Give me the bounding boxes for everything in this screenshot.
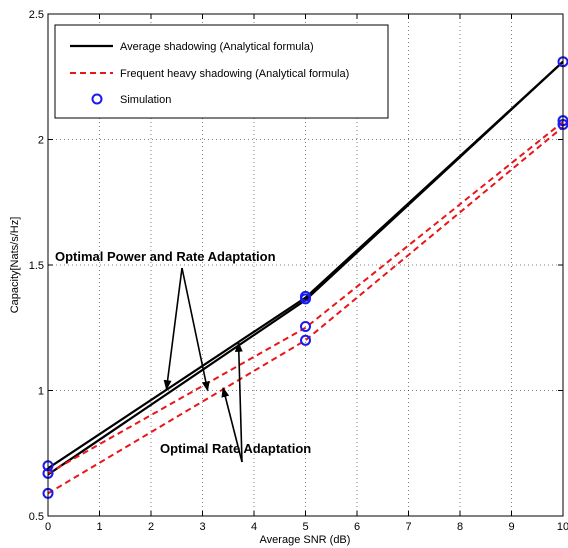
y-axis-label: Capacity[Nats/s/Hz] xyxy=(9,217,21,314)
series-line-heavy-3 xyxy=(47,126,564,495)
x-axis-label: Average SNR (dB) xyxy=(260,534,351,546)
legend-label-heavy: Frequent heavy shadowing (Analytical for… xyxy=(120,68,349,80)
y-tick-label: 1.5 xyxy=(29,260,44,272)
simulation-point xyxy=(300,334,311,346)
simulation-point xyxy=(300,320,311,332)
x-tick-label: 3 xyxy=(199,521,205,533)
annotation-arrow xyxy=(221,387,243,463)
y-tick-label: 2 xyxy=(38,135,44,147)
y-tick-label: 2.5 xyxy=(29,9,44,21)
x-tick-label: 4 xyxy=(251,521,257,533)
y-tick-label: 0.5 xyxy=(29,511,44,523)
x-tick-label: 6 xyxy=(354,521,360,533)
simulation-point xyxy=(300,293,311,305)
annotation-arrow xyxy=(181,267,210,392)
legend-label-average: Average shadowing (Analytical formula) xyxy=(120,41,314,53)
legend-swatch-simulation xyxy=(91,93,103,105)
annotation-rate: Optimal Rate Adaptation xyxy=(160,441,311,456)
x-tick-label: 0 xyxy=(45,521,51,533)
annotation-arrow xyxy=(163,267,183,391)
legend-label-simulation: Simulation xyxy=(120,94,171,106)
annotation-power-rate-arrows xyxy=(163,267,210,392)
x-tick-label: 2 xyxy=(148,521,154,533)
axis-ticks: 0 1 2 3 4 5 6 7 8 9 10 0.5 1 1.5 2 2.5 xyxy=(29,9,568,533)
x-tick-label: 8 xyxy=(457,521,463,533)
x-tick-label: 7 xyxy=(405,521,411,533)
annotation-arrow xyxy=(234,341,243,463)
y-tick-label: 1 xyxy=(38,386,44,398)
x-tick-label: 10 xyxy=(557,521,568,533)
annotation-power-rate: Optimal Power and Rate Adaptation xyxy=(55,249,276,264)
legend-box xyxy=(54,24,389,119)
x-tick-label: 5 xyxy=(302,521,308,533)
x-tick-label: 1 xyxy=(96,521,102,533)
legend: Average shadowing (Analytical formula) F… xyxy=(54,24,389,119)
series-line-heavy-2 xyxy=(47,121,564,475)
annotation-rate-arrows xyxy=(221,341,243,463)
x-tick-label: 9 xyxy=(508,521,514,533)
